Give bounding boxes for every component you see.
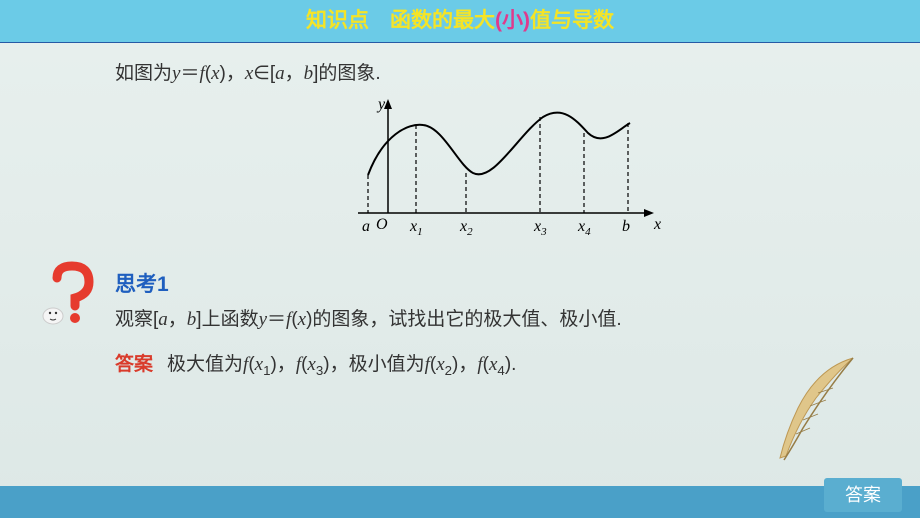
intro-text: 如图为y＝f(x)，x∈[a，b]的图象. bbox=[115, 58, 860, 85]
header-suffix: 值与导数 bbox=[530, 9, 614, 32]
question-mark-icon bbox=[37, 258, 107, 328]
answer-body: 极大值为f(x1)，f(x3)，极小值为f(x2)，f(x4). bbox=[167, 354, 516, 375]
header-bar: 知识点 函数的最大(小)值与导数 bbox=[0, 0, 920, 42]
think-title: 思考1 bbox=[115, 268, 860, 298]
svg-text:x3: x3 bbox=[533, 218, 547, 238]
function-graph: y x O a x1 x2 x3 x4 b bbox=[308, 95, 668, 245]
answer-label: 答案 bbox=[115, 354, 153, 375]
content-area: 如图为y＝f(x)，x∈[a，b]的图象. y x O a x1 x2 x3 x4 b bbox=[115, 58, 860, 378]
svg-text:b: b bbox=[622, 218, 630, 235]
svg-text:O: O bbox=[376, 216, 388, 233]
feather-decoration bbox=[758, 348, 878, 468]
answer-row: 答案极大值为f(x1)，f(x3)，极小值为f(x2)，f(x4). bbox=[115, 349, 860, 378]
header-prefix: 知识点 函数的最大 bbox=[306, 9, 495, 32]
svg-text:y: y bbox=[376, 96, 386, 113]
graph-wrap: y x O a x1 x2 x3 x4 b bbox=[115, 95, 860, 250]
border-under-header bbox=[0, 42, 920, 43]
svg-text:x1: x1 bbox=[409, 218, 423, 238]
think-section: 思考1 观察[a，b]上函数y＝f(x)的图象，试找出它的极大值、极小值. bbox=[115, 268, 860, 331]
svg-text:x2: x2 bbox=[459, 218, 473, 238]
svg-text:x4: x4 bbox=[577, 218, 591, 238]
svg-text:a: a bbox=[362, 218, 370, 235]
svg-text:x: x bbox=[653, 216, 661, 233]
bottom-bar bbox=[0, 486, 920, 518]
think-body: 观察[a，b]上函数y＝f(x)的图象，试找出它的极大值、极小值. bbox=[115, 304, 860, 331]
header-paren: (小) bbox=[495, 9, 530, 32]
answer-tab-button[interactable]: 答案 bbox=[824, 478, 902, 512]
